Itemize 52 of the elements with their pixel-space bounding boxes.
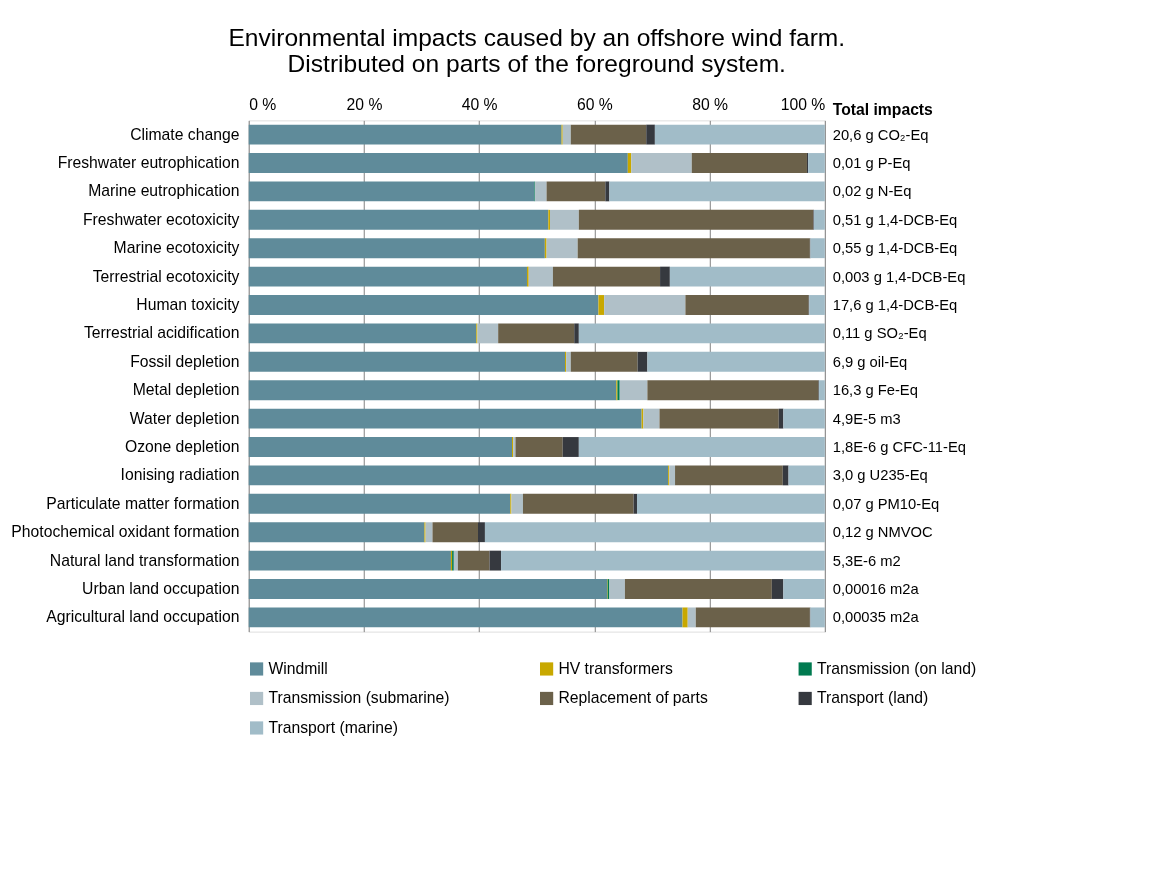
x-tick-label: 80 % [692,96,729,114]
y-tick-label: Marine ecotoxicity [113,239,240,257]
y-tick-label: Freshwater ecotoxicity [83,210,240,228]
text: 0,12 g NMVOC [832,524,933,541]
text: 0,02 g N-Eq [832,183,912,200]
text: 4,9E-5 m3 [832,410,901,427]
y-tick-label: Human toxicity [136,295,240,313]
x-tick-label: 0 % [249,96,277,114]
y-tick-label: Terrestrial ecotoxicity [92,267,240,285]
text: 17,6 g 1,4-DCB-Eq [832,296,958,313]
y-tick-label: Particulate matter formation [46,494,240,512]
text: Total impacts [832,101,934,119]
x-tick-label: 40 % [461,96,498,114]
x-tick-label: 60 % [576,96,613,114]
legend-label: Windmill [268,659,328,677]
legend-label: Transport (land) [816,689,929,707]
text: 0,003 g 1,4-DCB-Eq [832,268,966,285]
y-tick-label: Freshwater eutrophication [57,153,240,171]
text: 20,6 g CO₂-Eq [832,126,929,143]
legend-label: Transport (marine) [268,718,398,736]
y-tick-label: Natural land transformation [49,551,240,569]
text: 1,8E-6 g CFC-11-Eq [832,438,966,455]
y-tick-label: Fossil depletion [130,352,240,370]
text: 0,01 g P-Eq [832,154,911,171]
text: Distributed on parts of the foreground system. [287,50,786,78]
y-tick-label: Terrestrial acidification [83,324,240,342]
y-tick-label: Ozone depletion [124,437,240,455]
text: 16,3 g Fe-Eq [832,382,918,399]
x-tick-label: 20 % [346,96,383,114]
y-tick-label: Metal depletion [132,381,240,399]
y-tick-label: Water depletion [129,409,240,427]
y-tick-label: Agricultural land occupation [46,608,240,626]
text: Environmental impacts caused by an offshore wind farm. [228,23,846,51]
text: 0,11 g SO₂-Eq [832,325,927,342]
legend-label: Transmission (submarine) [268,689,450,707]
text: 0,55 g 1,4-DCB-Eq [832,240,958,257]
legend-label: Replacement of parts [558,689,708,707]
y-tick-label: Photochemical oxidant formation [11,523,240,541]
x-tick-label: 100 % [780,96,826,114]
text: 0,00035 m2a [832,609,920,626]
y-tick-label: Ionising radiation [120,466,240,484]
legend-label: Transmission (on land) [816,659,977,677]
text: 6,9 g oil-Eq [832,353,908,370]
y-tick-label: Urban land occupation [82,579,240,597]
y-tick-label: Marine eutrophication [88,182,240,200]
text: 0,51 g 1,4-DCB-Eq [832,211,958,228]
text: 3,0 g U235-Eq [832,467,928,484]
text: 0,07 g PM10-Eq [832,495,940,512]
y-tick-label: Climate change [130,125,240,143]
text: 5,3E-6 m2 [832,552,901,569]
text: 0,00016 m2a [832,580,920,597]
legend-label: HV transformers [558,659,673,677]
